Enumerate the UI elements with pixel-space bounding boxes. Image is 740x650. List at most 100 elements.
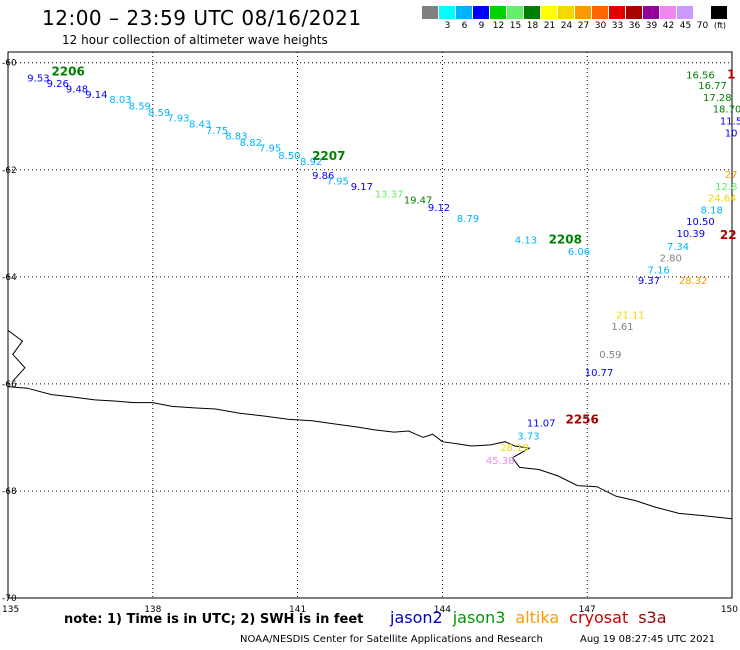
footer-note: note: 1) Time is in UTC; 2) SWH is in fe… <box>64 612 364 627</box>
legend-swatch <box>558 6 575 19</box>
legend-label: 21 <box>543 21 556 31</box>
wave-height-value: 8.79 <box>457 214 479 225</box>
wave-height-value: 13.37 <box>375 189 404 200</box>
legend-swatch <box>694 6 711 19</box>
lon-tick-label: 150 <box>721 605 738 615</box>
wave-height-value: 19.47 <box>404 196 433 207</box>
legend-swatch <box>626 6 643 19</box>
wave-height-value: 8.03 <box>109 95 131 106</box>
wave-height-value: 4.13 <box>515 235 537 246</box>
wave-height-value: 7.75 <box>206 126 228 137</box>
wave-height-value: 18.70 <box>713 105 740 116</box>
wave-height-value: 10.50 <box>686 217 715 228</box>
lat-tick-label: -64 <box>2 273 17 283</box>
cycle-label: 2207 <box>312 149 345 163</box>
legend-swatch <box>609 6 626 19</box>
wave-height-value: 9.53 <box>27 74 49 85</box>
wave-height-value: 7.34 <box>667 242 689 253</box>
lon-tick-label: 138 <box>144 605 161 615</box>
wave-height-value: 9.12 <box>428 203 450 214</box>
legend-swatch <box>456 6 473 19</box>
cycle-label: 2256 <box>565 413 598 427</box>
wave-height-value: 11.5 <box>720 117 740 128</box>
wave-height-value: 10 <box>725 128 738 139</box>
wave-height-value: 9.14 <box>85 90 107 101</box>
wave-height-value: 10.77 <box>585 368 614 379</box>
legend-label: 45 <box>679 21 692 31</box>
wave-height-value: 28.19 <box>500 443 529 454</box>
wave-height-value: 8.83 <box>225 132 247 143</box>
lat-tick-label: -62 <box>2 166 17 176</box>
legend-label: 33 <box>611 21 624 31</box>
legend-label: 42 <box>662 21 675 31</box>
legend-swatch <box>473 6 490 19</box>
wave-height-value: 9.26 <box>47 79 69 90</box>
cycle-labels: 2206 2207 2208 2256 1 22 <box>51 65 736 427</box>
legend-label: 24 <box>560 21 573 31</box>
lat-tick-label: -60 <box>2 59 17 69</box>
wave-height-value: 45.38 <box>486 456 515 467</box>
wave-height-value: 8.50 <box>278 151 300 162</box>
mission-s3a: s3a <box>638 608 667 627</box>
coastline-main <box>7 386 733 520</box>
mission-cryosat: cryosat <box>569 608 629 627</box>
mission-jason2: jason2 <box>390 608 443 627</box>
wave-height-value: 8.43 <box>189 120 211 131</box>
color-legend <box>422 6 728 19</box>
legend-swatch <box>592 6 609 19</box>
lon-tick-label: 144 <box>434 605 451 615</box>
legend-swatch <box>677 6 694 19</box>
legend-unit: (ft) <box>714 21 727 30</box>
legend-swatch <box>643 6 660 19</box>
cycle-label: 22 <box>720 228 737 242</box>
wave-height-value: 8.18 <box>701 205 723 216</box>
wave-height-value: 7.95 <box>259 143 281 154</box>
footer-credit: NOAA/NESDIS Center for Satellite Applica… <box>240 634 543 645</box>
legend-label: 9 <box>478 21 485 31</box>
legend-label: 12 <box>492 21 505 31</box>
wave-height-value: 9.48 <box>66 84 88 95</box>
legend-label: 27 <box>577 21 590 31</box>
map-frame <box>7 51 733 599</box>
map-grid <box>7 51 733 599</box>
lon-tick-label: 141 <box>289 605 306 615</box>
legend-labels: 3 6 9 12 15 18 21 24 27 30 33 36 39 42 45 70 <box>422 21 711 31</box>
wave-height-value: 21.11 <box>616 310 645 321</box>
coastline-inlet <box>7 329 26 382</box>
wave-height-value: 9.86 <box>312 171 334 182</box>
cycle-label: 2208 <box>549 232 582 246</box>
wave-height-value: 0.59 <box>599 350 621 361</box>
cycle-label: 2206 <box>51 65 84 79</box>
wave-height-value: 6.06 <box>568 247 590 258</box>
wave-height-value: 8.59 <box>148 108 170 119</box>
legend-label: 6 <box>461 21 468 31</box>
legend-swatch <box>422 6 439 19</box>
wave-height-value: 16.56 <box>686 70 715 81</box>
wave-height-value: 8.82 <box>240 138 262 149</box>
legend-label: 3 <box>444 21 451 31</box>
wave-height-value: 27 <box>725 170 738 181</box>
lon-tick-label: 147 <box>579 605 596 615</box>
legend-swatch <box>490 6 507 19</box>
legend-label: 18 <box>526 21 539 31</box>
wave-height-value: 8.92 <box>300 157 322 168</box>
cycle-label: 1 <box>727 67 735 81</box>
wave-height-value: 3.73 <box>517 431 539 442</box>
wave-height-value: 7.16 <box>648 265 670 276</box>
wave-height-value: 9.17 <box>351 182 373 193</box>
wave-height-value: 2.80 <box>660 254 682 265</box>
wave-height-value: 8.59 <box>129 102 151 113</box>
legend-swatch <box>711 6 728 19</box>
legend-swatch <box>524 6 541 19</box>
legend-swatch <box>507 6 524 19</box>
wave-height-value: 17.28 <box>703 93 732 104</box>
legend-label: 70 <box>696 21 709 31</box>
legend-swatch <box>541 6 558 19</box>
footer-timestamp: Aug 19 08:27:45 UTC 2021 <box>580 634 716 645</box>
wave-height-value: 10.39 <box>676 229 705 240</box>
coastline <box>7 329 733 520</box>
legend-label: 36 <box>628 21 641 31</box>
wave-height-value: 9.37 <box>638 276 660 287</box>
